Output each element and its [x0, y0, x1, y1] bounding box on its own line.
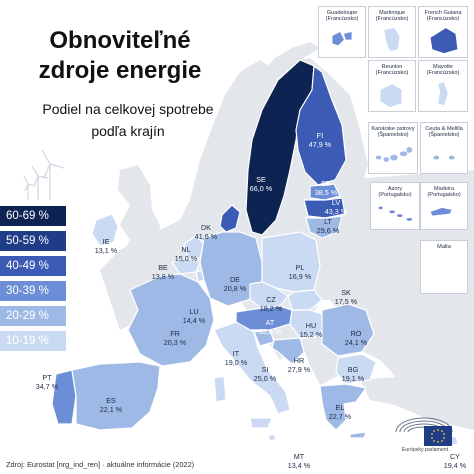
country-mt — [267, 433, 277, 442]
country-ee — [309, 183, 341, 201]
country-fr — [127, 273, 215, 367]
country-el — [319, 383, 367, 439]
country-label-fi: FI 47,9 % — [308, 131, 332, 149]
country-label-el: EL 22,7 % — [328, 403, 352, 421]
inset-label: Guadeloupe (Francúzsko) — [325, 10, 359, 23]
country-label-hu: HU 15,2 % — [299, 321, 323, 339]
country-label-bg: BG 19,1 % — [341, 365, 365, 383]
legend-item: 60-69 % — [0, 206, 66, 226]
legend-item: 50-59 % — [0, 231, 66, 251]
country-label-pt: PT 34,7 % — [35, 373, 59, 391]
country-lt — [305, 215, 343, 239]
country-label-cz: CZ 18,2 % — [259, 295, 283, 313]
inset-guadeloupe: Guadeloupe (Francúzsko) — [318, 6, 366, 58]
country-bg — [335, 353, 377, 385]
inset-label: Mayotte (Francúzsko) — [426, 64, 460, 77]
country-label-it: IT 19,0 % — [224, 349, 248, 367]
inset-label: Ceuta & Melilla (Španielsko) — [425, 126, 463, 139]
country-label-hr: HR 27,9 % — [287, 356, 311, 374]
country-label-ro: RO 24,1 % — [344, 329, 368, 347]
country-it — [213, 321, 291, 429]
country-pl — [261, 231, 321, 293]
inset-azores: Azory (Portugalsko) — [370, 182, 420, 230]
country-label-lt: LT 29,6 % — [316, 217, 340, 235]
inset-label: Kanárske ostrovy (Španielsko) — [371, 126, 415, 139]
logo-caption: Európsky parlament — [401, 447, 449, 453]
country-dk — [219, 204, 241, 233]
country-label-sk: SK 17,5 % — [334, 288, 358, 306]
legend-item: 40-49 % — [0, 256, 66, 276]
legend: 60-69 % 50-59 % 40-49 % 30-39 % 20-29 % … — [0, 206, 66, 356]
country-ie — [91, 213, 119, 247]
inset-label: Martinique (Francúzsko) — [375, 10, 409, 23]
country-label-se: SE 66,0 % — [249, 175, 273, 193]
country-hr — [271, 337, 305, 365]
country-label-be: BE 13,8 % — [151, 263, 175, 281]
inset-madeira: Madeira (Portugalsko) — [420, 182, 468, 230]
inset-canary-islands: Kanárske ostrovy (Španielsko) — [368, 122, 418, 174]
country-sk — [287, 289, 323, 311]
country-label-dk: DK 41,6 % — [194, 223, 218, 241]
country-label-lu: LU 14,4 % — [182, 307, 206, 325]
country-ro — [321, 303, 375, 357]
country-label-mt: MT 13,4 % — [287, 452, 311, 470]
page-subtitle: Podiel na celkovej spotrebe podľa krajín — [42, 101, 214, 139]
country-label-pl: PL 16,9 % — [288, 263, 312, 281]
non-eu-turkey — [360, 375, 474, 430]
inset-ceuta-melilla: Ceuta & Melilla (Španielsko) — [420, 122, 468, 174]
country-label-ie: IE 13,1 % — [94, 237, 118, 255]
country-label-es: ES 22,1 % — [99, 396, 123, 414]
country-label-ee: EE 38,5 % — [314, 179, 338, 197]
inset-french-guiana: French Guiana (Francúzsko) — [418, 6, 468, 58]
inset-martinique: Martinique (Francúzsko) — [368, 6, 416, 58]
country-cz — [249, 281, 289, 309]
country-label-si: SI 25,0 % — [253, 365, 277, 383]
european-parliament-logo-icon — [395, 417, 453, 446]
legend-item: 20-29 % — [0, 306, 66, 326]
non-eu-uk — [118, 165, 160, 258]
country-label-at: AT 33,8 % — [258, 318, 282, 336]
legend-item: 10-19 % — [0, 331, 66, 351]
country-label-cy: CY 19,4 % — [443, 452, 467, 470]
country-label-de: DE 20,8 % — [223, 275, 247, 293]
country-label-nl: NL 15,0 % — [174, 245, 198, 263]
wind-turbine-icon — [23, 149, 65, 200]
country-be — [171, 257, 201, 275]
inset-label: Reunion (Francúzsko) — [375, 64, 409, 77]
page-title: Obnoviteľné zdroje energie — [38, 27, 202, 84]
country-label-lv: LV 43,3 % — [324, 198, 348, 216]
source-footnote: Zdroj: Eurostat [nrg_ind_ren] · aktuálne… — [6, 460, 195, 469]
country-fi — [295, 65, 347, 186]
inset-mayotte: Mayotte (Francúzsko) — [418, 60, 468, 112]
country-label-fr: FR 20,3 % — [163, 329, 187, 347]
legend-item: 30-39 % — [0, 281, 66, 301]
country-es — [71, 361, 161, 431]
inset-label: Malta — [437, 244, 451, 250]
inset-malta: Malta — [420, 240, 468, 294]
inset-label: French Guiana (Francúzsko) — [424, 10, 462, 23]
inset-reunion: Reunion (Francúzsko) — [368, 60, 416, 112]
inset-label: Azory (Portugalsko) — [378, 186, 412, 199]
country-lv — [303, 197, 346, 219]
inset-label: Madeira (Portugalsko) — [427, 186, 461, 199]
